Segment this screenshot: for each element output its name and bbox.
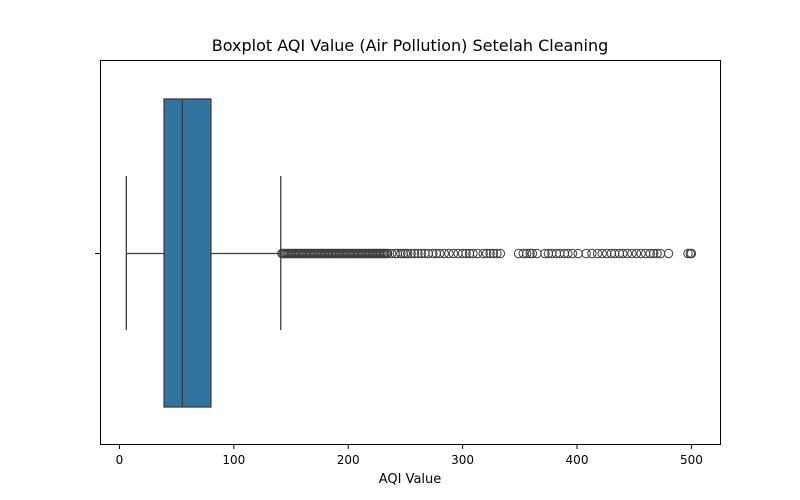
- outlier-point: [663, 248, 674, 259]
- outlier-point: [495, 248, 506, 259]
- x-tick-label: 500: [680, 453, 703, 467]
- outlier-point: [597, 248, 607, 259]
- outlier-point: [485, 248, 495, 259]
- x-tick-label: 200: [337, 453, 360, 467]
- outlier-point: [457, 248, 468, 259]
- outlier-point: [472, 248, 483, 259]
- outlier-point: [488, 248, 499, 259]
- outlier-point: [525, 248, 535, 259]
- x-tick-label: 400: [566, 453, 589, 467]
- outlier-point: [573, 248, 583, 259]
- x-axis-label: AQI Value: [378, 472, 442, 487]
- outlier-point: [435, 248, 445, 259]
- outlier-point: [645, 248, 655, 259]
- iqr-box: [163, 98, 212, 408]
- outlier-point: [540, 248, 550, 259]
- outlier-point: [386, 248, 397, 259]
- outlier-point: [428, 248, 438, 259]
- outlier-point: [592, 248, 603, 259]
- outlier-point: [492, 248, 502, 259]
- plot-area-frame: [100, 60, 721, 445]
- outlier-point: [400, 248, 411, 259]
- outlier-point: [563, 248, 573, 259]
- boxplot-marks: [125, 98, 697, 408]
- outlier-point: [444, 248, 454, 259]
- outlier-point: [439, 248, 450, 259]
- x-axis: 0 100 200 300 400 500: [116, 444, 703, 467]
- outlier-point: [448, 248, 459, 259]
- outlier-point: [403, 248, 413, 259]
- outlier-point: [527, 248, 538, 259]
- outlier-point: [409, 248, 420, 259]
- outlier-point: [652, 248, 662, 259]
- chart-title: Boxplot AQI Value (Air Pollution) Setela…: [211, 36, 609, 55]
- x-tick-label: 300: [451, 453, 474, 467]
- outlier-point: [396, 248, 406, 259]
- outlier-point: [416, 248, 427, 259]
- outlier-point: [461, 248, 471, 259]
- outlier-point: [636, 248, 646, 259]
- x-tick-label: 100: [222, 453, 245, 467]
- outlier-point: [478, 248, 488, 259]
- outlier-point: [581, 248, 591, 259]
- outlier-point: [686, 248, 697, 259]
- outlier-point: [413, 248, 423, 259]
- x-tick-label: 0: [116, 453, 124, 467]
- outlier-point: [481, 248, 492, 259]
- outlier-point: [406, 248, 416, 259]
- outlier-point: [587, 248, 597, 259]
- outlier-point: [683, 248, 693, 259]
- outlier-point: [518, 248, 528, 259]
- outlier-point: [468, 248, 478, 259]
- outlier-point: [521, 248, 532, 259]
- outlier-point: [567, 248, 578, 259]
- outlier-point: [382, 248, 393, 259]
- outlier-point: [648, 248, 659, 259]
- outlier-point: [627, 248, 637, 259]
- outlier-point: [622, 248, 633, 259]
- outlier-point: [618, 248, 628, 259]
- outlier-point: [631, 248, 642, 259]
